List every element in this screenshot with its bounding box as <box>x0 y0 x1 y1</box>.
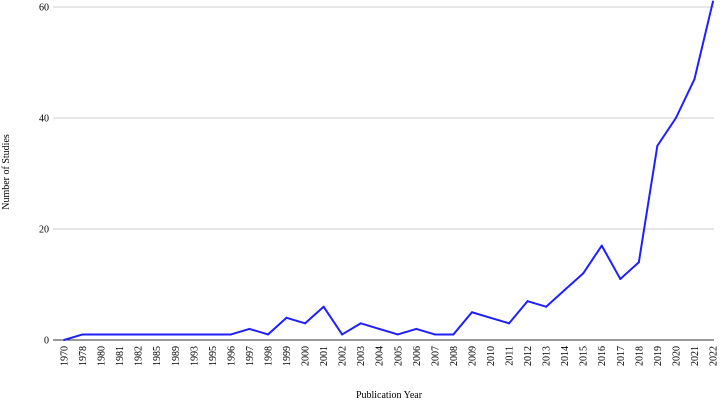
data-point <box>378 327 381 330</box>
x-tick-label: 2015 <box>579 346 590 366</box>
x-tick-label: 1995 <box>208 346 219 366</box>
data-point <box>174 333 177 336</box>
x-tick-label: 1980 <box>97 346 108 366</box>
data-point <box>100 333 103 336</box>
x-tick-label: 2014 <box>560 346 571 366</box>
x-tick-label: 1998 <box>263 346 274 366</box>
data-point <box>637 261 640 264</box>
x-tick-label: 2013 <box>542 346 553 366</box>
x-tick-label: 2005 <box>393 346 404 366</box>
x-tick-label: 1989 <box>171 346 182 366</box>
x-axis-title: Publication Year <box>356 390 423 401</box>
gridlines <box>53 6 714 341</box>
x-tick-label: 2022 <box>709 346 720 366</box>
data-point <box>304 322 307 325</box>
y-tick-label: 0 <box>44 336 49 347</box>
x-tick-label: 1982 <box>134 346 145 366</box>
data-point <box>489 316 492 319</box>
data-point <box>656 144 659 147</box>
x-tick-label: 1999 <box>282 346 293 366</box>
data-point <box>341 333 344 336</box>
data-point <box>526 300 529 303</box>
data-point <box>600 244 603 247</box>
data-point <box>693 78 696 81</box>
data-point <box>81 333 84 336</box>
x-tick-label: 2002 <box>338 346 349 366</box>
x-tick-label: 1996 <box>226 346 237 366</box>
x-tick-label: 2016 <box>597 346 608 366</box>
x-tick-label: 2020 <box>671 346 682 366</box>
x-axis-ticks: 1970 1978 1980 1981 1982 1985 1989 1993 1995 1996… <box>60 346 720 366</box>
x-tick-label: 2018 <box>634 346 645 366</box>
x-tick-label: 2007 <box>430 346 441 366</box>
x-tick-label: 1970 <box>60 346 71 366</box>
y-axis-title: Number of Studies <box>1 134 12 210</box>
y-tick-label: 60 <box>39 3 49 14</box>
data-point <box>359 322 362 325</box>
x-tick-label: 2019 <box>653 346 664 366</box>
x-tick-label: 2004 <box>375 346 386 366</box>
x-tick-label: 2001 <box>319 346 330 366</box>
data-point <box>248 327 251 330</box>
x-tick-label: 2006 <box>412 346 423 366</box>
data-point <box>433 333 436 336</box>
data-point <box>508 322 511 325</box>
series-layer <box>63 0 714 341</box>
data-point <box>545 305 548 308</box>
data-point <box>582 272 585 275</box>
x-tick-label: 2011 <box>505 346 516 366</box>
data-point <box>285 316 288 319</box>
x-tick-label: 1997 <box>245 346 256 366</box>
data-point <box>137 333 140 336</box>
data-point <box>322 305 325 308</box>
data-point <box>118 333 121 336</box>
y-axis-ticks: 0 20 40 60 <box>39 3 49 347</box>
x-tick-label: 2009 <box>467 346 478 366</box>
x-tick-label: 1981 <box>115 346 126 366</box>
series-line <box>63 1 714 341</box>
x-tick-label: 1993 <box>189 346 200 366</box>
data-point <box>674 117 677 119</box>
data-point <box>211 333 214 336</box>
data-point <box>396 333 399 336</box>
data-point <box>266 333 269 336</box>
data-point <box>229 333 232 336</box>
x-tick-label: 2008 <box>449 346 460 366</box>
data-point <box>63 339 65 341</box>
x-tick-label: 2003 <box>356 346 367 366</box>
data-point <box>415 327 418 330</box>
data-point <box>155 333 158 336</box>
y-tick-label: 20 <box>39 225 49 236</box>
data-point <box>563 289 566 292</box>
x-tick-label: 1978 <box>78 346 89 366</box>
data-point <box>470 311 473 314</box>
x-tick-label: 2012 <box>523 346 534 366</box>
x-tick-label: 2021 <box>690 346 701 366</box>
data-point <box>192 333 195 336</box>
x-tick-label: 1985 <box>152 346 163 366</box>
data-point <box>619 277 622 280</box>
data-point <box>712 0 714 3</box>
x-tick-label: 2010 <box>486 346 497 366</box>
data-point <box>452 333 455 336</box>
x-tick-label: 2000 <box>301 346 312 366</box>
y-tick-label: 40 <box>39 114 49 125</box>
x-tick-label: 2017 <box>616 346 627 366</box>
